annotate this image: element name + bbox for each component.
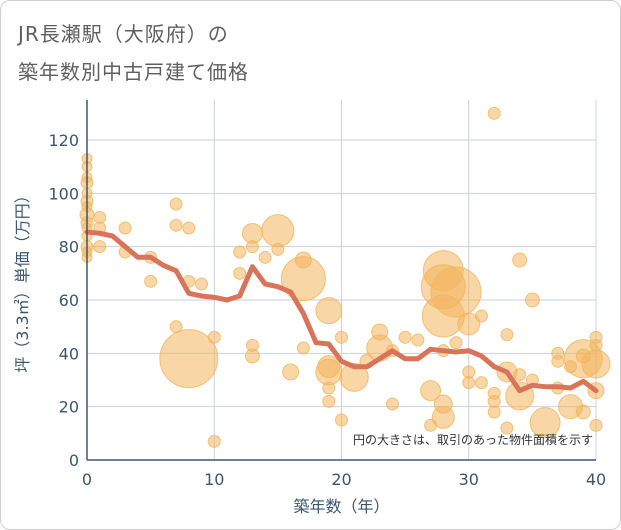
bubble-point	[475, 310, 487, 322]
bubble-point	[336, 331, 348, 343]
bubble-point	[259, 251, 271, 263]
bubble-point	[513, 253, 527, 267]
bubble-point	[208, 331, 220, 343]
y-tick-label: 0	[69, 451, 79, 470]
size-note: 円の大きさは、取引のあった物件面積を示す	[353, 432, 593, 447]
bubble-point	[283, 364, 299, 380]
bubble-point	[386, 398, 398, 410]
y-tick-label: 20	[59, 398, 79, 417]
bubble-point	[552, 355, 564, 367]
bubble-point	[582, 350, 610, 378]
y-axis-label: 坪（3.3㎡）単価（万円）	[13, 187, 32, 372]
bubble-point	[234, 246, 246, 258]
x-axis-label: 築年数（年）	[293, 497, 389, 516]
bubble-point	[316, 359, 342, 385]
bubble-point	[94, 241, 106, 253]
bubble-point	[488, 406, 500, 418]
bubble-point	[183, 222, 195, 234]
bubble-point	[262, 215, 294, 247]
bubble-point	[590, 419, 602, 431]
bubble-point	[412, 334, 424, 346]
bubble-point	[431, 267, 481, 317]
bubble-point	[450, 337, 462, 349]
bubble-series	[80, 107, 610, 447]
bubble-point	[475, 377, 487, 389]
bubble-point	[432, 406, 454, 428]
bubble-point	[297, 342, 309, 354]
bubble-point	[336, 414, 348, 426]
x-tick-label: 20	[331, 470, 351, 489]
y-tick-label: 60	[59, 291, 79, 310]
bubble-point	[245, 349, 259, 363]
bubble-point	[525, 293, 539, 307]
bubble-point	[281, 257, 325, 301]
bubble-point	[501, 329, 513, 341]
bubble-point	[488, 107, 500, 119]
bubble-point	[246, 241, 258, 253]
bubble-point	[576, 405, 590, 419]
bubble-point	[119, 222, 131, 234]
bubble-point	[399, 331, 411, 343]
bubble-point	[590, 339, 602, 351]
x-tick-label: 0	[82, 470, 92, 489]
bubble-point	[234, 267, 246, 279]
bubble-point	[323, 395, 335, 407]
y-tick-label: 80	[59, 238, 79, 257]
bubble-point	[145, 275, 157, 287]
y-tick-label: 120	[48, 131, 79, 150]
bubble-point	[463, 377, 475, 389]
x-tick-label: 30	[459, 470, 479, 489]
y-tick-label: 40	[59, 344, 79, 363]
scatter-chart: 0 10 20 30 40 0 20 40 60 80 100 120 築年数（年） 坪（3.3㎡）単…	[0, 0, 621, 530]
x-tick-label: 40	[586, 470, 606, 489]
x-tick-label: 10	[204, 470, 224, 489]
bubble-point	[208, 435, 220, 447]
bubble-point	[170, 219, 182, 231]
bubble-point	[196, 278, 208, 290]
bubble-point	[323, 382, 335, 394]
bubble-point	[514, 369, 526, 381]
bubble-point	[316, 298, 342, 324]
bubble-point	[272, 243, 284, 255]
bubble-point	[170, 198, 182, 210]
y-tick-label: 100	[48, 184, 79, 203]
